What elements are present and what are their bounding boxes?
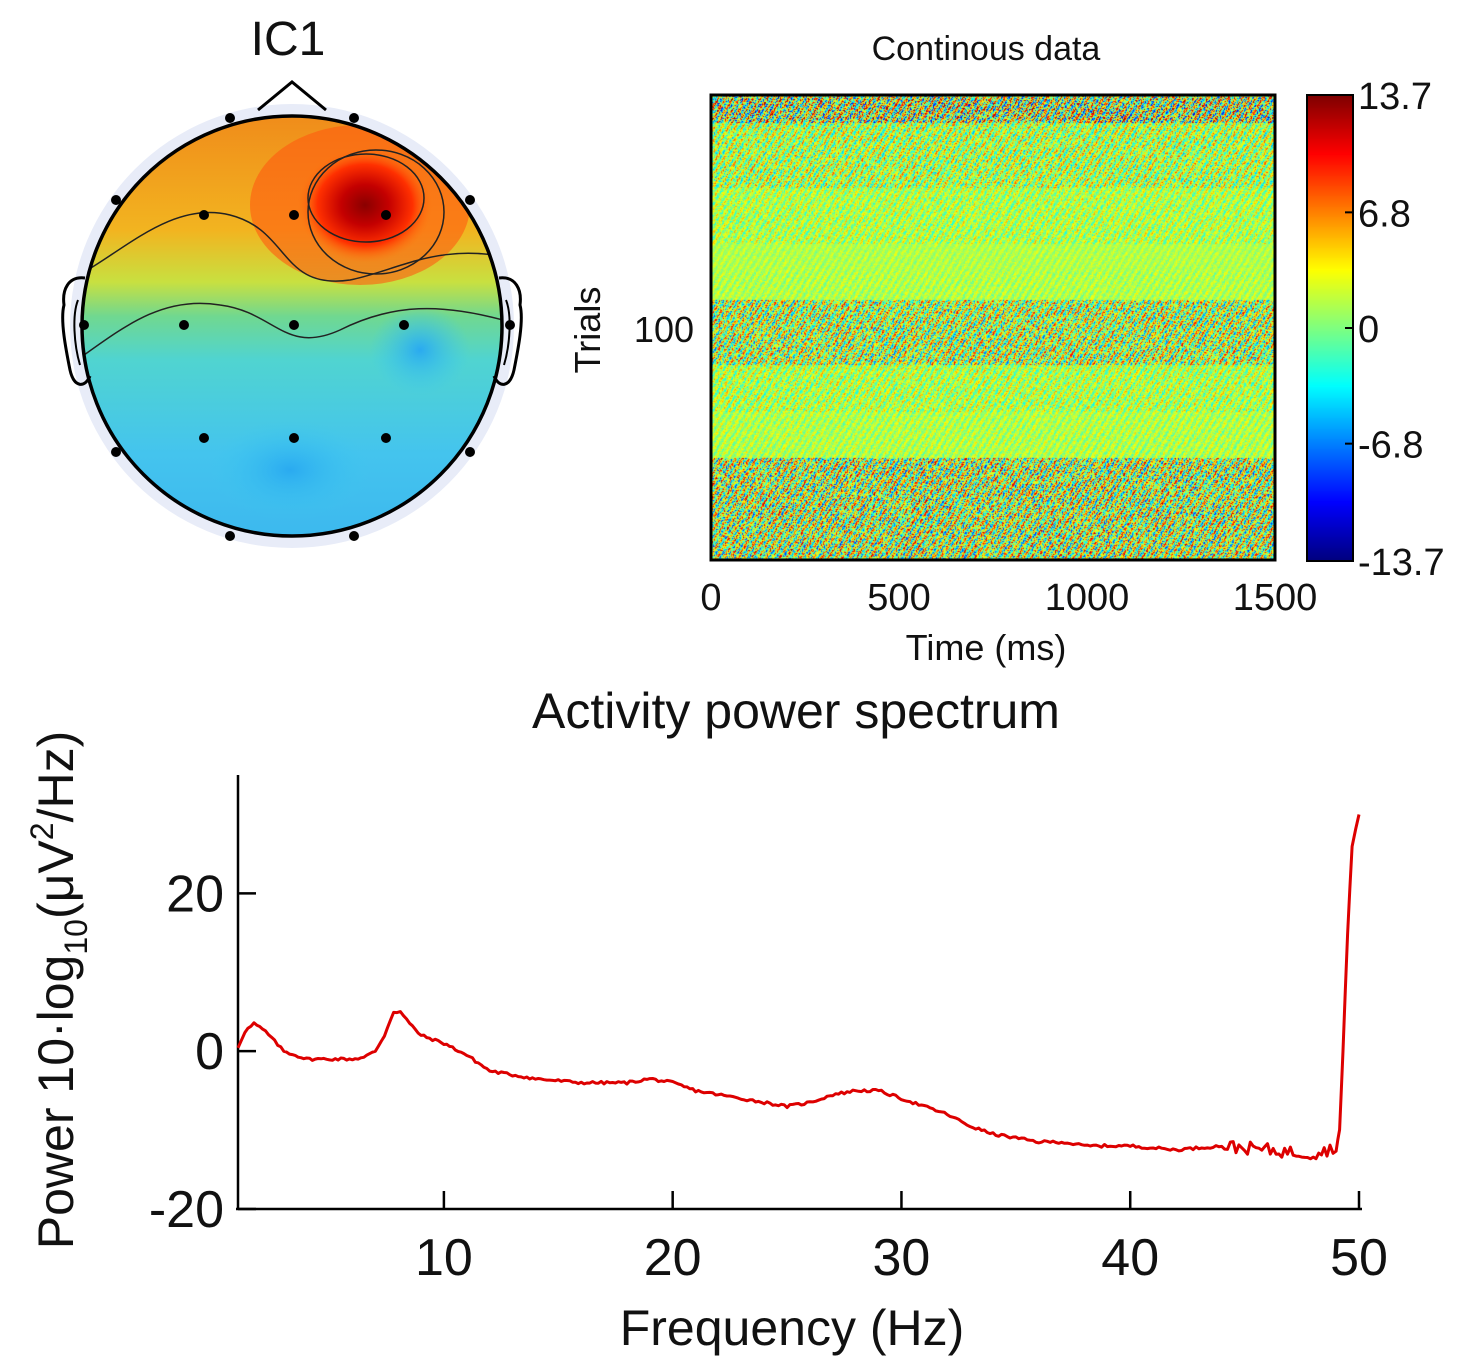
image-plot-frame	[709, 93, 1277, 562]
image-xtick-label: 500	[867, 577, 930, 619]
spectrum-xtick-label: 20	[644, 1229, 702, 1287]
spectrum-yticks: -20 0 20	[149, 865, 256, 1239]
colorbar-tick-label: 6.8	[1358, 193, 1411, 235]
left-ear	[61, 276, 92, 386]
electrode-marker	[289, 210, 299, 220]
electrode-marker	[199, 433, 209, 443]
electrode-marker	[505, 320, 515, 330]
topomap-head	[61, 80, 523, 548]
ylabel-main: Power 10·log	[28, 955, 84, 1250]
electrode-marker	[225, 113, 235, 123]
contour-line	[82, 211, 502, 282]
image-plot-xticks: 0 500 1000 1500	[700, 577, 1317, 619]
image-plot-ytick-100: 100	[634, 309, 694, 350]
image-plot-title: Continous data	[872, 30, 1101, 68]
spectrum-ytick-label: 0	[195, 1023, 224, 1081]
electrodes	[79, 113, 515, 541]
contour-line	[307, 149, 445, 275]
electrode-marker	[399, 320, 409, 330]
spectrum-ytick-label: 20	[166, 865, 224, 923]
right-ear	[492, 276, 523, 386]
colorbar-tick-label: 13.7	[1358, 76, 1432, 118]
electrode-marker	[199, 210, 209, 220]
svg-text:Power 10·log10(μV2/Hz): Power 10·log10(μV2/Hz)	[24, 731, 94, 1249]
electrode-marker	[225, 531, 235, 541]
spectrum-xtick-label: 30	[873, 1229, 931, 1287]
colorbar-tick-label: 0	[1358, 309, 1379, 351]
image-xtick-label: 0	[700, 577, 721, 619]
electrode-marker	[111, 195, 121, 205]
topomap-title: IC1	[251, 13, 326, 66]
colorbar-tick-label: -6.8	[1358, 425, 1423, 467]
continuous-data-heatmap	[711, 95, 1275, 560]
ylabel-tail: /Hz)	[28, 731, 84, 823]
colorbar-tick-label: -13.7	[1358, 542, 1445, 584]
ylabel-paren: (μV	[28, 840, 84, 919]
electrode-marker	[289, 433, 299, 443]
electrode-marker	[381, 210, 391, 220]
nose	[257, 80, 327, 112]
spectrum-line-ic1	[236, 814, 1361, 1161]
electrode-marker	[465, 195, 475, 205]
spectrum-title: Activity power spectrum	[532, 683, 1060, 739]
electrode-marker	[465, 447, 475, 457]
electrode-marker	[381, 433, 391, 443]
image-xtick-label: 1500	[1233, 577, 1318, 619]
spectrum-xtick-label: 50	[1330, 1229, 1388, 1287]
spectrum-ylabel: Power 10·log10(μV2/Hz)	[24, 731, 94, 1249]
electrode-marker	[79, 320, 89, 330]
electrode-marker	[349, 113, 359, 123]
electrode-marker	[289, 320, 299, 330]
colorbar-ticks: 13.7 6.8 0 -6.8 -13.7	[1345, 76, 1445, 584]
spectrum-ytick-label: -20	[149, 1181, 224, 1239]
image-plot-xlabel: Time (ms)	[906, 627, 1067, 668]
ylabel-sub: 10	[58, 919, 94, 955]
electrode-marker	[179, 320, 189, 330]
spectrum-xtick-label: 40	[1101, 1229, 1159, 1287]
electrode-marker	[111, 447, 121, 457]
spectrum-xlabel: Frequency (Hz)	[620, 1300, 965, 1356]
spectrum-xticks: 10 20 30 40 50	[415, 1191, 1388, 1287]
contour-line	[82, 302, 502, 366]
spectrum-xtick-label: 10	[415, 1229, 473, 1287]
contour-line	[307, 153, 425, 243]
image-xtick-label: 1000	[1045, 577, 1130, 619]
image-plot-ylabel: Trials	[567, 287, 608, 374]
ylabel-sup: 2	[24, 822, 60, 840]
electrode-marker	[349, 531, 359, 541]
